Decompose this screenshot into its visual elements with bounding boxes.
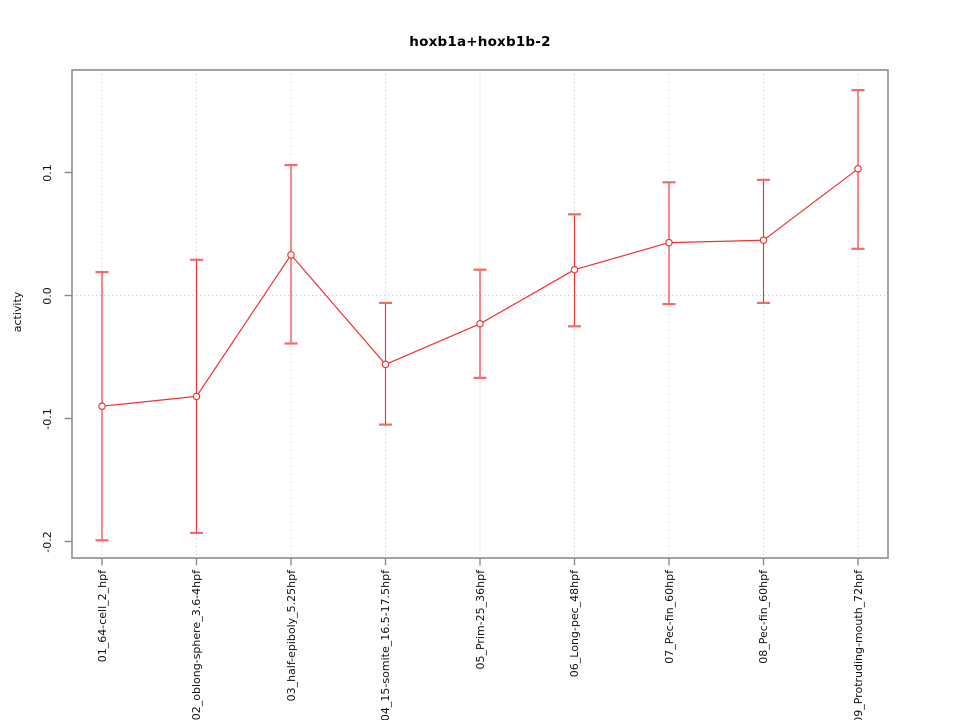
x-axis-ticks: [101, 558, 859, 566]
data-point-marker: [381, 360, 390, 369]
chart-title: hoxb1a+hoxb1b-2: [409, 34, 551, 50]
data-point-marker: [98, 402, 106, 410]
data-point-marker: [854, 165, 862, 173]
x-tick-label-text: 09_Protruding-mouth_72hpf: [851, 570, 865, 720]
y-tick-label-text: -0.1: [41, 407, 54, 430]
x-tick-label-text: 01_64-cell_2_hpf: [95, 570, 109, 663]
y-axis-ticks: [64, 171, 72, 543]
data-point-marker: [192, 392, 201, 401]
x-tick-label-text: 05_Prim-25_36hpf: [473, 570, 487, 670]
x-tick-label-text: 02_oblong-sphere_3.6-4hpf: [190, 570, 203, 720]
data-point-marker: [570, 265, 579, 274]
data-point-marker: [476, 320, 484, 328]
x-tick-label-text: 06_Long-pec_48hpf: [568, 570, 581, 678]
y-tick-label-text: 0.1: [41, 163, 54, 182]
x-tick-label-text: 03_half-epiboly_5.25hpf: [284, 570, 298, 702]
y-tick-label-text: 0.0: [41, 286, 54, 305]
y-tick-label-text: -0.2: [41, 530, 54, 553]
error-bars: [95, 88, 865, 542]
data-point-marker: [759, 236, 768, 244]
x-tick-label-text: 08_Pec-fin_60hpf: [757, 570, 770, 664]
y-axis-title-text: activity: [11, 291, 24, 333]
data-point-marker: [287, 251, 295, 259]
data-point-markers: [98, 165, 862, 410]
x-tick-label-text: 07_Pec-fin_60hpf: [662, 570, 676, 664]
data-point-marker: [665, 238, 673, 247]
x-tick-label-text: 04_15-somite_16.5-17.5hpf: [379, 570, 392, 720]
